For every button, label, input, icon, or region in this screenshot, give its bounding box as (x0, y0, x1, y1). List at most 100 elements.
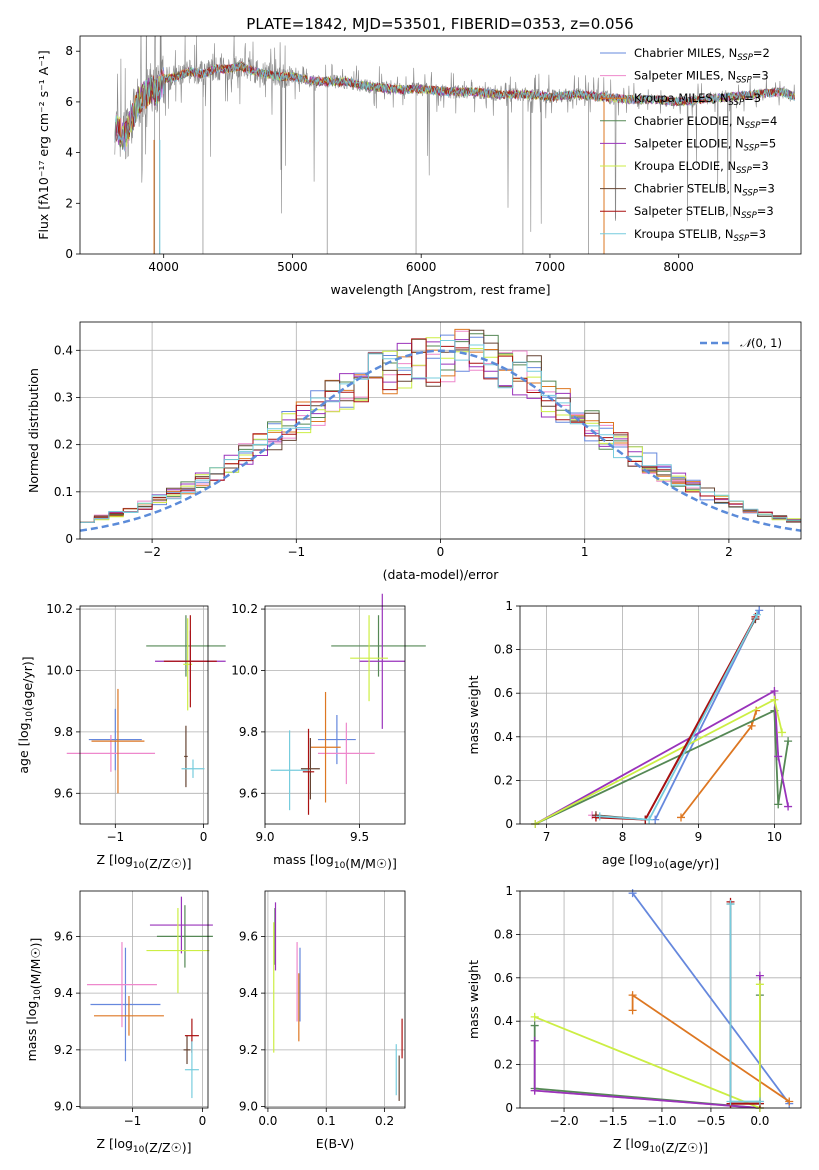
series-marker-7-0 (591, 813, 600, 822)
series-marker-4-2 (774, 752, 783, 761)
series-marker-8-2 (752, 610, 761, 619)
legend-text: Salpeter ELODIE, N (634, 136, 744, 150)
series-line-4 (533, 975, 761, 1109)
label-part: Z [ (96, 1136, 113, 1151)
label-part: (Z/Z☉)] (144, 1140, 191, 1155)
y-tick-label-3: 10.2 (231, 602, 258, 616)
legend-label-7: Salpeter STELIB, NSSP=3 (634, 204, 774, 221)
legend-subscript: SSP (744, 143, 760, 153)
x-tick-label-0: −2 (143, 545, 161, 559)
x-tick-label-1: −1 (287, 545, 305, 559)
legend-text: Kroupa MILES, N (634, 91, 729, 105)
legend-text: Salpeter MILES, N (634, 69, 736, 83)
y-tick-label-2: 0.4 (494, 730, 513, 744)
y-tick-label-1: 9.2 (239, 1043, 258, 1057)
x-tick-label-0: −1 (106, 830, 124, 844)
y-tick-label-3: 6 (65, 95, 73, 109)
x-tick-label-1: 8 (619, 830, 627, 844)
age-vs-z-panel: −1 09.69.810.010.2Z [log10(Z/Z☉)]age [log… (16, 602, 226, 871)
series-line-5 (534, 984, 761, 1110)
legend-text: =3 (744, 91, 761, 105)
legend-label-5: Kroupa ELODIE, NSSP=3 (634, 159, 769, 176)
x-axis-label: age [log10(age/yr)] (602, 852, 719, 871)
legend-label-8: Kroupa STELIB, NSSP=3 (634, 227, 766, 244)
axes-frame (79, 605, 209, 825)
plot-area (114, 36, 795, 254)
y-tick-label-4: 0.4 (54, 343, 73, 357)
series-marker-4-1 (770, 687, 779, 696)
y-tick-label-5: 1 (505, 599, 513, 613)
y-tick-label-0: 0 (65, 247, 73, 261)
series-line-3 (534, 709, 789, 825)
series-marker-3-2 (774, 800, 783, 809)
series-line-5 (534, 698, 783, 825)
series-line-6 (595, 618, 757, 821)
label-subscript: 10 (33, 989, 43, 1001)
y-tick-label-1: 9.8 (239, 725, 258, 739)
series-marker-3-3 (784, 737, 793, 746)
legend-subscript: SSP (736, 76, 752, 86)
series-line-0 (631, 892, 791, 1105)
legend-subscript: SSP (736, 166, 752, 176)
y-tick-label-1: 2 (65, 196, 73, 210)
series-marker-3-0 (530, 1021, 539, 1030)
x-tick-label-1: 0 (199, 1114, 207, 1128)
series-marker-8-1 (726, 1097, 735, 1106)
legend-subscript: SSP (729, 98, 745, 108)
y-tick-label-3: 0.3 (54, 390, 73, 404)
y-tick-label-4: 0.8 (494, 643, 513, 657)
series-marker-4-3 (784, 802, 793, 811)
legend-subscript: SSP (737, 53, 753, 63)
label-part: mass [ (273, 852, 315, 867)
x-tick-label-2: 6000 (406, 260, 437, 274)
legend-label-2: Kroupa MILES, NSSP=3 (634, 91, 761, 108)
y-tick-label-0: 9.0 (239, 1100, 258, 1114)
label-subscript: 10 (334, 861, 346, 871)
x-tick-label-1: 9.5 (350, 830, 369, 844)
axes-frame (79, 890, 209, 1109)
legend-text: Salpeter STELIB, N (634, 204, 741, 218)
x-tick-label-0: 4000 (148, 260, 179, 274)
y-tick-label-1: 0.2 (494, 773, 513, 787)
x-tick-label-1: −1.5 (598, 1114, 627, 1128)
legend-subscript: SSP (741, 211, 757, 221)
label-part: (Z/Z☉)] (661, 1140, 708, 1155)
series-marker-5-0 (530, 1012, 539, 1021)
age-vs-mass-panel: 9.0 9.5 9.6 9.8 10.0 10.2 mass [log10(M/M☉)] (231, 593, 426, 871)
series-marker-5-2 (778, 728, 787, 737)
legend-text: =3 (752, 69, 769, 83)
series-marker-8-0 (726, 900, 735, 909)
x-tick-label-4: 0.0 (750, 1114, 769, 1128)
label-part: (M/M☉)] (345, 856, 397, 871)
series-marker-4-1 (530, 1086, 539, 1095)
model-spectrum-7 (114, 60, 795, 143)
legend-text: Kroupa ELODIE, N (634, 159, 736, 173)
x-tick-label-3: 1 (581, 545, 589, 559)
x-tick-label-2: −1.0 (647, 1114, 676, 1128)
y-tick-label-0: 0 (65, 532, 73, 546)
x-tick-label-0: 9.0 (255, 830, 274, 844)
label-part: log (24, 1001, 39, 1020)
normal-curve (79, 349, 802, 532)
x-tick-label-4: 2 (725, 545, 733, 559)
label-part: log (16, 722, 31, 741)
series-marker-2-0 (628, 1006, 637, 1015)
y-tick-label-2: 10.0 (231, 663, 258, 677)
legend-subscript: SSP (734, 234, 750, 244)
y-tick-label-1: 9.8 (54, 725, 73, 739)
series-line-2 (680, 710, 758, 819)
y-axis-label: Normed distribution (26, 368, 41, 493)
y-axis-label: Flux [fλ10⁻¹⁷ erg cm⁻² s⁻¹ A⁻¹] (36, 50, 51, 239)
label-part: wavelength [Angstrom, rest frame] (330, 282, 550, 297)
y-tick-label-0: 0 (505, 1101, 513, 1115)
y-tick-label-2: 10.0 (46, 663, 73, 677)
mass-vs-z-panel: −1 09.09.29.49.6Z [log10(Z/Z☉)]mass [log1… (24, 890, 213, 1155)
axes-frame (264, 605, 406, 825)
series-marker-2-1 (628, 991, 637, 1000)
y-tick-label-0: 9.6 (54, 786, 73, 800)
label-part: (age/yr)] (20, 656, 35, 711)
series-line-4 (534, 689, 789, 825)
y-tick-label-2: 9.4 (239, 986, 258, 1000)
label-subscript: 10 (133, 861, 145, 871)
y-tick-label-5: 1 (505, 884, 513, 898)
